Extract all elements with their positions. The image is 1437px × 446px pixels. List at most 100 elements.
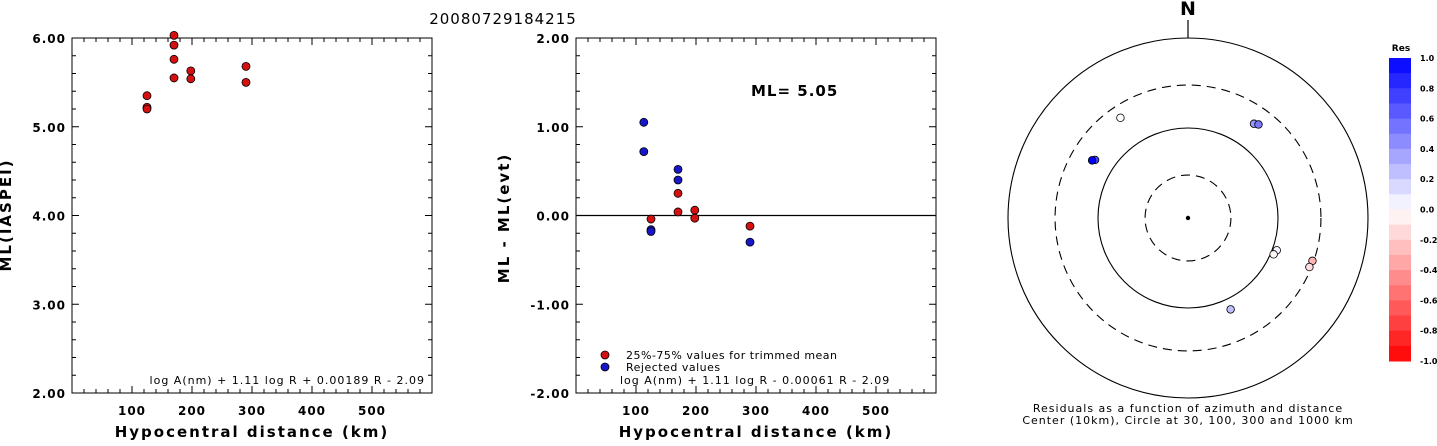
data-point	[142, 104, 152, 114]
polar-caption-line1: Residuals as a function of azimuth and d…	[1033, 402, 1343, 415]
rejected-point	[745, 237, 755, 247]
station-residual-marker	[1087, 156, 1097, 165]
panel-residual-ylabel: ML - ML(evt)	[495, 153, 513, 283]
rejected-point	[639, 117, 649, 127]
colorbar-cell	[1389, 58, 1411, 74]
x-tick-label: 300	[238, 404, 266, 418]
data-point	[241, 77, 251, 87]
panel-residual-formula: log A(nm) + 1.11 log R - 0.00061 R - 2.0…	[620, 374, 890, 387]
figure-title: 20080729184215	[429, 10, 577, 28]
station-residual-marker	[1254, 120, 1263, 129]
colorbar-cell	[1389, 254, 1411, 271]
y-tick-label: 1.00	[536, 121, 570, 135]
colorbar-cell	[1389, 330, 1411, 347]
ring-30km	[1144, 174, 1232, 262]
ring-1000km	[1007, 37, 1369, 399]
legend-rejected-marker	[600, 362, 610, 372]
y-tick-label: 0.00	[536, 210, 570, 224]
colorbar-tick-label: 0.2	[1420, 175, 1434, 184]
colorbar: Res 1.0 0.8 0.6 0.4 0.2 0.0 -0.2 -0.4 -0.6 -0.8 -1…	[1389, 44, 1437, 366]
colorbar-cell	[1389, 270, 1411, 286]
colorbar-cell	[1389, 88, 1411, 104]
colorbar-cell	[1389, 103, 1411, 120]
polar-caption-line2: Center (10km), Circle at 30, 100, 300 an…	[1022, 414, 1353, 427]
data-point	[169, 40, 179, 50]
y-tick-label: -1.00	[530, 298, 570, 312]
colorbar-cell	[1389, 148, 1411, 165]
panel-residual-xlabel: Hypocentral distance (km)	[619, 423, 894, 441]
colorbar-tick-label: -1.0	[1420, 357, 1437, 366]
data-point	[169, 54, 179, 64]
accepted-point	[745, 221, 755, 231]
y-tick-label: 2.00	[536, 32, 570, 46]
colorbar-cell	[1389, 73, 1411, 89]
legend-rejected-label: Rejected values	[626, 361, 721, 374]
colorbar-cell	[1389, 315, 1411, 332]
legend-accepted-marker	[600, 350, 610, 360]
y-tick-label: 2.00	[32, 387, 66, 401]
x-tick-label: 400	[298, 404, 326, 418]
data-point	[169, 73, 179, 83]
x-tick-label: 400	[802, 404, 830, 418]
panel-ml: 100 200 300 400 500 2.00 3.00 4.00 5.00 6.00 log …	[0, 30, 433, 441]
x-tick-label: 300	[742, 404, 770, 418]
data-point	[186, 74, 196, 84]
y-tick-label: -2.00	[530, 387, 570, 401]
rejected-point	[673, 175, 683, 185]
station-residual-marker	[1226, 305, 1235, 314]
panel-ml-xlabel: Hypocentral distance (km)	[115, 423, 390, 441]
colorbar-tick-label: 0.6	[1420, 115, 1435, 124]
station-residual-marker	[1305, 262, 1314, 272]
x-tick-label: 200	[178, 404, 206, 418]
colorbar-title: Res	[1392, 44, 1410, 54]
colorbar-cell	[1389, 300, 1411, 317]
panel-polar: N Residuals as a function of azimuth and…	[1007, 0, 1369, 427]
y-tick-label: 6.00	[32, 32, 66, 46]
colorbar-cell	[1389, 179, 1411, 195]
x-tick-label: 500	[358, 404, 386, 418]
data-point	[169, 30, 179, 40]
station-residual-marker	[1269, 250, 1278, 259]
accepted-point	[646, 214, 656, 224]
colorbar-tick-label: 1.0	[1420, 54, 1435, 63]
colorbar-cell	[1389, 209, 1411, 226]
panel-ml-ylabel: ML(IASPEI)	[0, 158, 15, 271]
colorbar-cell	[1389, 239, 1411, 256]
panel-ml-frame	[71, 37, 433, 394]
colorbar-cell	[1389, 194, 1411, 210]
colorbar-tick-label: -0.4	[1420, 266, 1437, 275]
colorbar-tick-label: -0.6	[1420, 296, 1437, 305]
rejected-point	[673, 164, 683, 174]
colorbar-tick-label: -0.2	[1420, 236, 1437, 245]
accepted-point	[673, 207, 683, 217]
ring-100km	[1097, 127, 1279, 309]
accepted-point	[690, 205, 700, 215]
colorbar-cell	[1389, 118, 1411, 135]
data-point	[241, 62, 251, 71]
data-point	[186, 66, 196, 76]
x-tick-label: 500	[862, 404, 890, 418]
ml-annotation: ML= 5.05	[751, 82, 838, 100]
x-tick-label: 100	[118, 404, 146, 418]
accepted-point	[673, 188, 683, 198]
colorbar-cell	[1389, 133, 1411, 150]
ring-300km	[1054, 84, 1322, 352]
north-label: N	[1180, 0, 1196, 20]
colorbar-tick-label: 0.8	[1420, 84, 1435, 93]
x-tick-label: 100	[622, 404, 650, 418]
y-tick-label: 3.00	[32, 298, 66, 312]
x-tick-label: 200	[682, 404, 710, 418]
data-point	[142, 91, 152, 101]
panel-ml-formula: log A(nm) + 1.11 log R + 0.00189 R - 2.0…	[150, 374, 425, 387]
station-residual-marker	[1116, 113, 1125, 123]
legend-accepted-label: 25%-75% values for trimmed mean	[626, 349, 838, 362]
panel-residual: 100 200 300 400 500 -2.00 -1.00 0.00 1.00 2.00 ML…	[495, 32, 937, 441]
colorbar-cell	[1389, 164, 1411, 180]
y-tick-label: 4.00	[32, 210, 66, 224]
colorbar-tick-label: -0.8	[1420, 327, 1437, 336]
colorbar-cell	[1389, 285, 1411, 301]
y-tick-label: 5.00	[32, 121, 66, 135]
colorbar-cell	[1389, 224, 1411, 241]
